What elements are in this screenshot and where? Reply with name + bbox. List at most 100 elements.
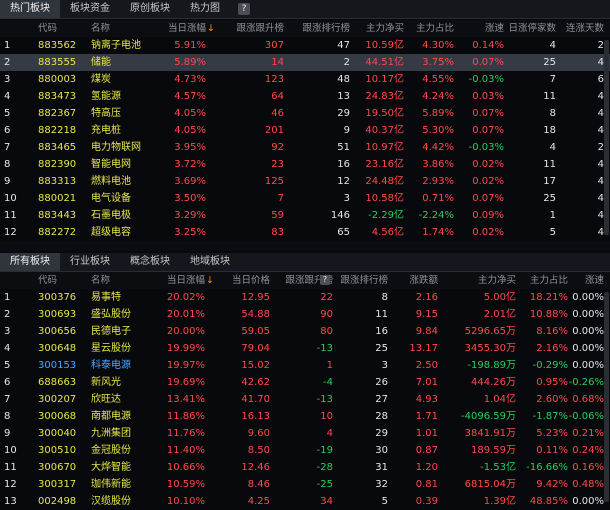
table-row[interactable]: 8 300068 南都电源 11.86% 16.13 10 28 1.71 -4096.59万 -… [0, 408, 610, 425]
table-row[interactable]: 10 880021 电气设备 3.50% 7 3 10.58亿 0.71% 0.07% 25 4 [0, 190, 610, 207]
top-header-9[interactable]: 连涨天数 [565, 23, 604, 34]
table-row[interactable]: 6 688663 新风光 19.69% 42.62 -4 26 7.01 444.26万 0.95… [0, 374, 610, 391]
cell-chg: 19.97% [166, 360, 205, 371]
cell-days: 7 [549, 74, 556, 85]
top-header-4[interactable]: 跟涨排行榜 [302, 23, 350, 34]
tab-original-sectors[interactable]: 原创板块 [130, 3, 170, 14]
table-row[interactable]: 11 300670 大烨智能 10.66% 12.46 -28 31 1.20 -1.53亿 -1… [0, 459, 610, 476]
top-header-7[interactable]: 涨速 [484, 23, 504, 34]
table-row[interactable]: 11 883443 石墨电极 3.29% 59 146 -2.29亿 -2.24% 0.09% 1… [0, 207, 610, 224]
cell-b: 27 [375, 394, 388, 405]
cell-name: 科泰电源 [91, 360, 131, 371]
cell-code: 300068 [38, 411, 77, 422]
tab-concept-sectors[interactable]: 概念板块 [130, 256, 170, 267]
top-header-6[interactable]: 主力占比 [415, 23, 454, 34]
table-row[interactable]: 7 300207 欣旺达 13.41% 41.70 -13 27 4.93 1.04亿 2.60%… [0, 391, 610, 408]
help-button[interactable]: ? [230, 0, 258, 18]
table-row[interactable]: 2 883555 储能 5.89% 14 2 44.51亿 3.75% 0.07% 25 4 [0, 54, 610, 71]
tab-region-sectors[interactable]: 地域板块 [190, 256, 230, 267]
cell-name: 超级电容 [91, 227, 131, 238]
cell-net: 10.17亿 [365, 74, 404, 85]
cell-speed: -0.03% [468, 142, 504, 153]
table-row[interactable]: 3 880003 煤炭 4.73% 123 48 10.17亿 4.55% -0.03% 7 6 [0, 71, 610, 88]
table-row[interactable]: 5 300153 科泰电源 19.97% 15.02 1 3 2.50 -198.89万 -0.2… [0, 357, 610, 374]
table-row[interactable]: 1 883562 钠离子电池 5.91% 307 47 10.59亿 4.30% 0.14% 4 2 [0, 37, 610, 54]
table-row[interactable]: 6 882218 充电桩 4.05% 201 9 40.37亿 5.30% 0.07% 18 4 [0, 122, 610, 139]
cell-b: 48 [337, 74, 350, 85]
cell-speed: 0.07% [472, 57, 504, 68]
bottom-scrollbar[interactable] [604, 292, 609, 502]
tab-all-sectors[interactable]: 所有板块 [0, 253, 60, 271]
table-row[interactable]: 1 300376 易事特 20.02% 12.95 22 8 2.16 5.00亿 18.21% 0… [0, 289, 610, 306]
top-table-header: 代码 名称 当日涨幅 跟涨跟升榜 跟涨排行榜 主力净买 主力占比 涨速 日涨停家数 连涨天数 ↓ [0, 20, 610, 37]
cell-no: 9 [4, 176, 11, 187]
cell-a: 201 [264, 125, 284, 136]
table-row[interactable]: 9 300040 九洲集团 11.76% 9.60 4 29 1.01 3841.91万 5.23… [0, 425, 610, 442]
top-header-8[interactable]: 日涨停家数 [508, 23, 556, 34]
tab-heatmap[interactable]: 热力图 [190, 3, 220, 14]
cell-b: 29 [375, 428, 388, 439]
cell-code: 300656 [38, 326, 77, 337]
bottom-header-2[interactable]: 当日涨幅 [166, 275, 205, 286]
cell-speed: 0.48% [572, 479, 604, 490]
cell-code: 300376 [38, 292, 77, 303]
cell-name: 石墨电极 [91, 210, 131, 221]
cell-net: 3455.30万 [464, 343, 516, 354]
cell-code: 300040 [38, 428, 77, 439]
top-header-5[interactable]: 主力净买 [365, 23, 404, 34]
cell-net: -4096.59万 [461, 411, 516, 422]
table-row[interactable]: 4 883473 氢能源 4.57% 64 13 24.83亿 4.24% 0.03% 11 4 [0, 88, 610, 105]
bottom-header-8[interactable]: 主力占比 [529, 275, 568, 286]
table-row[interactable]: 10 300510 金冠股份 11.40% 8.50 -19 30 0.87 189.59万 0.… [0, 442, 610, 459]
tab-industry-sectors[interactable]: 行业板块 [70, 256, 110, 267]
table-row[interactable]: 12 300317 珈伟新能 10.59% 8.46 -25 32 0.81 6815.04万 9… [0, 476, 610, 493]
cell-chg: 19.99% [166, 343, 205, 354]
cell-chg: 5.89% [174, 57, 206, 68]
cell-code: 300510 [38, 445, 77, 456]
cell-ratio: 1.74% [422, 227, 454, 238]
top-table-body: 1 883562 钠离子电池 5.91% 307 47 10.59亿 4.30% 0.14% 4 2… [0, 37, 610, 241]
table-row[interactable]: 8 882390 智能电网 3.72% 23 16 23.16亿 3.86% 0.02% 11 4 [0, 156, 610, 173]
cell-b: 29 [337, 108, 350, 119]
cell-net: 2.01亿 [483, 309, 516, 320]
table-row[interactable]: 7 883465 电力物联网 3.95% 92 51 10.97亿 4.42% -0.03% 4 2 [0, 139, 610, 156]
cell-ratio: -1.87% [532, 411, 568, 422]
table-row[interactable]: 12 882272 超级电容 3.25% 83 65 4.56亿 1.74% 0.02% 5 4 [0, 224, 610, 241]
bottom-header-5[interactable]: 跟涨排行榜 [340, 275, 388, 286]
top-scrollbar[interactable] [604, 40, 609, 235]
bottom-table-body: 1 300376 易事特 20.02% 12.95 22 8 2.16 5.00亿 18.21% 0… [0, 289, 610, 510]
table-row[interactable]: 5 882367 特高压 4.05% 46 29 19.50亿 5.89% 0.07% 8 4 [0, 105, 610, 122]
table-row[interactable]: 4 300648 星云股份 19.99% 79.04 -13 25 13.17 3455.30万… [0, 340, 610, 357]
bottom-header-6[interactable]: 涨跌额 [409, 275, 438, 286]
bottom-header-3[interactable]: 当日价格 [231, 275, 270, 286]
cell-a: -4 [323, 377, 333, 388]
bottom-header-1[interactable]: 名称 [91, 275, 111, 286]
cell-b: 47 [337, 40, 350, 51]
question-icon[interactable]: ? [320, 275, 330, 285]
cell-chg: 10.66% [166, 462, 205, 473]
cell-price: 9.60 [247, 428, 270, 439]
bottom-header-7[interactable]: 主力净买 [477, 275, 516, 286]
tab-hot-sectors[interactable]: 热门板块 [0, 0, 60, 18]
table-row[interactable]: 13 002498 汉缆股份 10.10% 4.25 34 5 0.39 1.39亿 48.85%… [0, 493, 610, 510]
tab-sector-funds[interactable]: 板块资金 [70, 3, 110, 14]
cell-b: 16 [337, 159, 350, 170]
cell-name: 盛弘股份 [91, 309, 131, 320]
bottom-header-0[interactable]: 代码 [38, 275, 58, 286]
table-row[interactable]: 3 300656 民德电子 20.00% 59.05 80 16 9.84 5296.65万 8.… [0, 323, 610, 340]
top-header-2[interactable]: 当日涨幅 [167, 23, 206, 34]
table-row[interactable]: 2 300693 盛弘股份 20.01% 54.88 90 11 9.15 2.01亿 10.88… [0, 306, 610, 323]
top-header-0[interactable]: 代码 [38, 23, 58, 34]
cell-a: 46 [271, 108, 284, 119]
table-row[interactable]: 9 883313 燃料电池 3.69% 125 12 24.48亿 2.93% 0.02% 17 4 [0, 173, 610, 190]
cell-ratio: 3.86% [422, 159, 454, 170]
cell-price: 15.02 [241, 360, 270, 371]
cell-price: 59.05 [241, 326, 270, 337]
bottom-header-4[interactable]: 跟涨跟升榜 [285, 275, 333, 286]
cell-name: 欣旺达 [91, 394, 121, 405]
bottom-header-9[interactable]: 涨速 [584, 275, 604, 286]
top-header-1[interactable]: 名称 [91, 23, 111, 34]
top-header-3[interactable]: 跟涨跟升榜 [236, 23, 284, 34]
cell-chg: 3.69% [174, 176, 206, 187]
cell-speed: 0.07% [472, 108, 504, 119]
